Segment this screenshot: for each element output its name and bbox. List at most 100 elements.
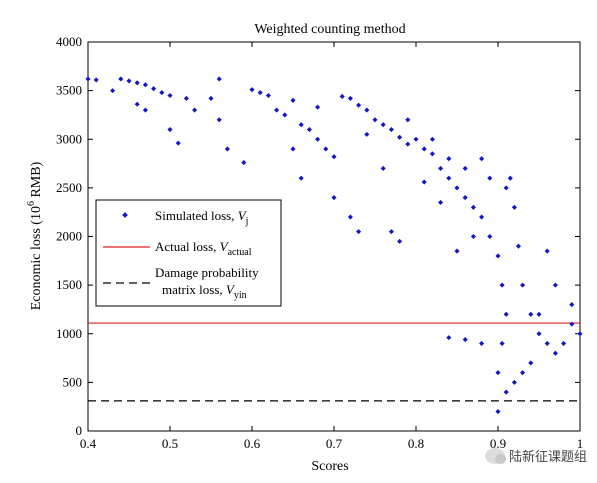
scatter-point	[499, 282, 505, 288]
scatter-point	[446, 156, 452, 162]
x-axis: 0.4 0.5 0.6 0.7 0.8 0.9 1	[80, 42, 583, 451]
legend-damage-sub: yin	[234, 290, 247, 301]
legend-box	[95, 199, 282, 307]
scatter-point	[134, 101, 140, 107]
scatter-point	[339, 93, 345, 100]
legend-damage-text: matrix loss,	[162, 282, 226, 297]
scatter-point	[470, 204, 476, 210]
chart-title: Weighted counting method	[254, 22, 405, 37]
y-tick-label: 2500	[56, 180, 82, 195]
legend-actual-var: V	[220, 239, 230, 254]
scatter-point	[388, 229, 394, 235]
scatter-point	[569, 321, 575, 327]
scatter-point	[499, 340, 505, 347]
scatter-point	[347, 214, 353, 220]
legend-damage-var: V	[226, 282, 236, 297]
legend-simulated-var: V	[238, 208, 248, 223]
y-tick-label: 3500	[56, 83, 82, 98]
scatter-point	[364, 131, 370, 137]
scatter-point	[520, 370, 526, 376]
y-tick-label: 1000	[56, 326, 82, 341]
y-axis-label-unit: RMB)	[29, 161, 44, 201]
scatter-point	[388, 126, 394, 133]
scatter-point	[528, 360, 534, 366]
scatter-point	[536, 331, 542, 337]
scatter-point	[446, 335, 452, 341]
legend: Simulated loss, Vj Actual loss, Vactual …	[95, 199, 282, 307]
scatter-point	[274, 107, 280, 113]
scatter-point	[536, 311, 542, 317]
scatter-point	[142, 107, 148, 113]
legend-label-simulated: Simulated loss, Vj	[155, 208, 248, 227]
y-tick-label: 2000	[56, 229, 82, 244]
scatter-point	[380, 122, 386, 128]
scatter-point	[528, 311, 534, 317]
scatter-point	[503, 389, 509, 395]
x-tick-label: 0.9	[490, 436, 506, 451]
scatter-point	[306, 126, 312, 133]
scatter-point	[470, 233, 476, 240]
y-tick-label: 3000	[56, 131, 82, 146]
scatter-point	[175, 140, 181, 146]
watermark: 陆新征课题组	[484, 446, 587, 465]
scatter-point	[511, 204, 517, 210]
scatter-point	[323, 146, 329, 152]
x-tick-label: 1	[577, 436, 584, 451]
scatter-point	[331, 195, 337, 201]
wechat-icon	[484, 447, 506, 464]
y-axis-label: Economic loss (106 RMB)	[26, 161, 44, 310]
x-tick-label: 0.6	[244, 436, 261, 451]
reference-lines	[88, 322, 580, 402]
y-axis-label-main: Economic loss (10	[29, 206, 44, 310]
scatter-point	[192, 107, 198, 113]
scatter-point	[142, 82, 148, 88]
legend-marker-simulated	[122, 212, 128, 218]
legend-label-damage-line1: Damage probability	[155, 265, 259, 280]
x-tick-label: 0.4	[80, 436, 97, 451]
scatter-point	[331, 154, 337, 160]
scatter-point	[290, 146, 296, 152]
legend-label-actual: Actual loss, Vactual	[155, 239, 252, 258]
scatter-point	[298, 175, 304, 181]
x-axis-label: Scores	[311, 459, 348, 474]
legend-actual-sub: actual	[228, 247, 252, 258]
y-axis: 0 500 1000 1500 2000 2500 3000 3500 4000	[56, 34, 580, 438]
scatter-point	[224, 146, 230, 152]
scatter-point	[520, 282, 526, 288]
x-tick-label: 0.5	[162, 436, 178, 451]
legend-label-damage-line2: matrix loss, Vyin	[162, 282, 247, 301]
y-axis-label-exponent: 6	[26, 201, 37, 206]
y-tick-label: 500	[63, 374, 83, 389]
scatter-point	[503, 311, 509, 317]
scatter-point	[118, 76, 124, 82]
scatter-point	[421, 179, 427, 185]
scatter-point	[438, 199, 444, 206]
legend-simulated-text: Simulated loss,	[155, 208, 238, 223]
scatter-point	[298, 122, 304, 128]
scatter-points	[85, 76, 583, 415]
scatter-point	[413, 136, 419, 142]
scatter-point	[183, 95, 189, 101]
x-tick-label: 0.8	[408, 436, 424, 451]
y-tick-label: 0	[76, 423, 83, 438]
scatter-point	[495, 253, 501, 259]
scatter-point	[479, 340, 485, 347]
scatter-point	[495, 370, 501, 376]
scatter-point	[495, 409, 501, 415]
scatter-point	[93, 77, 99, 83]
scatter-point	[397, 134, 403, 140]
scatter-point	[462, 337, 468, 343]
scatter-point	[405, 141, 411, 147]
scatter-point	[544, 248, 550, 254]
scatter-point	[249, 87, 255, 93]
scatter-point	[167, 126, 173, 133]
watermark-text: 陆新征课题组	[508, 450, 587, 465]
scatter-point	[208, 95, 214, 101]
y-tick-label: 1500	[56, 277, 82, 292]
scatter-point	[241, 160, 247, 166]
scatter-point	[429, 136, 435, 142]
legend-simulated-sub: j	[245, 216, 249, 227]
y-tick-label: 4000	[56, 34, 82, 49]
x-tick-label: 0.7	[326, 436, 343, 451]
